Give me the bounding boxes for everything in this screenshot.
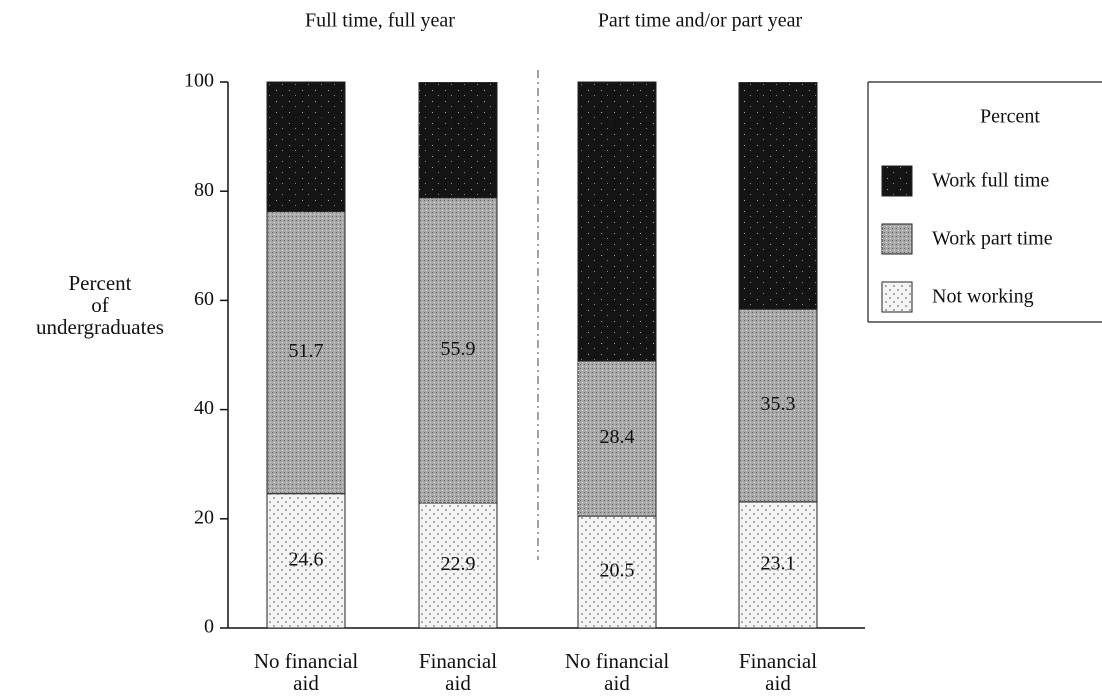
value-label: 51.7 — [289, 340, 324, 362]
y-tick-label: 80 — [194, 179, 214, 201]
y-tick-label: 40 — [194, 397, 214, 419]
y-tick-label: 100 — [184, 70, 214, 92]
y-axis-label: Percent of undergraduates — [36, 271, 164, 339]
legend-label: Work full time — [932, 170, 1049, 192]
value-label: 23.7 — [289, 110, 324, 132]
legend-texture — [882, 282, 912, 312]
legend-box — [867, 81, 1102, 323]
legend-label: Not working — [932, 286, 1034, 308]
value-label: 23.1 — [761, 553, 796, 575]
y-tick-label: 20 — [194, 506, 214, 528]
bar-segment — [418, 82, 498, 199]
x-tick-label: Financial aid — [418, 649, 498, 695]
value-label: 28.4 — [600, 426, 635, 448]
legend-texture — [882, 224, 912, 254]
y-tick-label: 60 — [194, 288, 214, 310]
value-label: 24.6 — [289, 548, 324, 570]
legend-label: Work part time — [932, 228, 1053, 250]
group-title: Full time, full year — [305, 10, 455, 32]
value-label: 20.5 — [600, 560, 635, 582]
value-label: 22.9 — [441, 553, 476, 575]
x-tick-label: No financial aid — [253, 649, 359, 695]
bar-segment — [266, 81, 346, 212]
legend-title: Percent — [980, 106, 1040, 128]
y-tick-label: 0 — [204, 616, 214, 638]
legend-texture — [882, 166, 912, 196]
value-label: 35.3 — [761, 393, 796, 415]
value-label: 21.1 — [441, 110, 476, 132]
value-label: 51.1 — [600, 110, 635, 132]
value-label: 55.9 — [441, 338, 476, 360]
x-tick-label: No financial aid — [564, 649, 670, 695]
value-label: 41.5 — [761, 110, 796, 132]
group-title: Part time and/or part year — [598, 10, 803, 32]
x-tick-label: Financial aid — [738, 649, 818, 695]
